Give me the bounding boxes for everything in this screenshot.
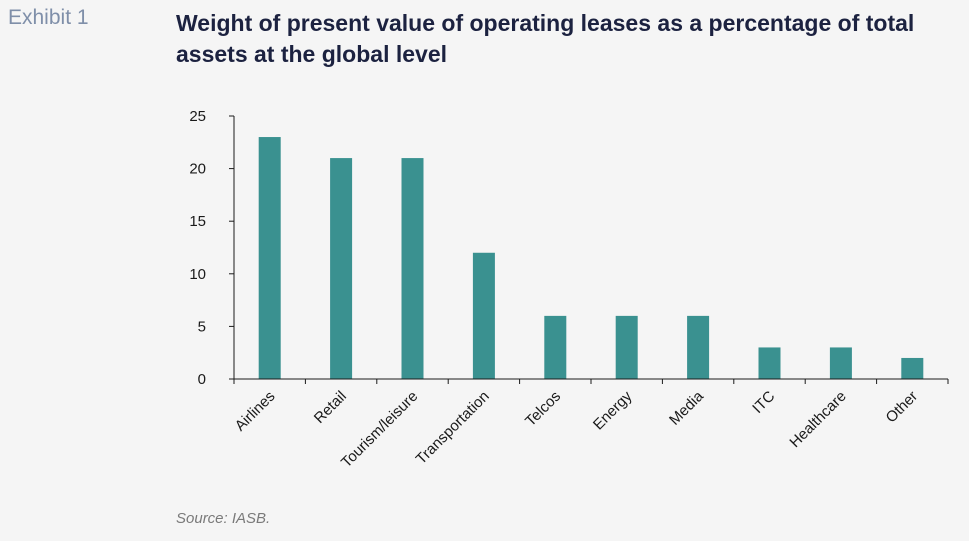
bar-airlines <box>258 137 281 379</box>
bars <box>258 137 924 379</box>
bar-retail <box>330 158 353 379</box>
x-tick-label: Energy <box>590 387 636 433</box>
bar-healthcare <box>829 347 852 379</box>
bar-other <box>901 357 924 379</box>
bar-media <box>687 315 710 379</box>
y-tick-label: 10 <box>189 266 206 283</box>
x-tick-label: Retail <box>311 388 350 427</box>
exhibit-label: Exhibit 1 <box>8 6 89 29</box>
x-tick-label: Healthcare <box>786 388 849 451</box>
y-axis: 0 5 10 15 20 25 <box>189 108 235 388</box>
y-tick-label: 20 <box>189 161 206 178</box>
x-tick-label: Airlines <box>232 388 279 435</box>
x-tick-label: Tourism/leisure <box>338 388 421 471</box>
bar-transportation <box>472 252 495 379</box>
y-tick-label: 5 <box>198 318 206 335</box>
y-tick-label: 15 <box>189 213 206 230</box>
x-tick-label: Media <box>666 387 707 428</box>
bar-telcos <box>544 315 567 379</box>
bar-energy <box>615 315 638 379</box>
x-tick-label: Other <box>883 388 922 427</box>
x-tick-label: Telcos <box>522 388 564 430</box>
x-tick-label: ITC <box>749 388 778 417</box>
source-note: Source: IASB. <box>176 510 271 527</box>
x-tick-label: Transportation <box>413 388 493 468</box>
bar-itc <box>758 347 781 379</box>
bar-tourism-leisure <box>401 158 424 379</box>
chart-title: Weight of present value of operating lea… <box>176 10 915 67</box>
y-tick-label: 25 <box>189 108 206 125</box>
y-tick-label: 0 <box>198 371 206 388</box>
x-axis: Airlines RetailTourism/leisureTransportat… <box>232 378 949 471</box>
